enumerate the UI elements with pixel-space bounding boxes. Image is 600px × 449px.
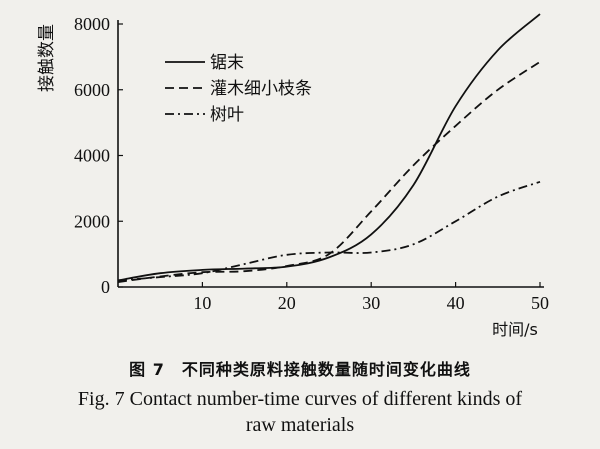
caption-english-line-1: Fig. 7 Contact number-time curves of dif…: [77, 388, 523, 410]
legend-label-2: 灌木细小枝条: [210, 79, 312, 99]
figure-caption-english: Fig. 7 Contact number-time curves of dif…: [20, 386, 580, 438]
series-line-2: [117, 61, 541, 283]
y-axis-label: 接触数量: [37, 24, 57, 92]
x-tick-label: 50: [531, 293, 549, 313]
figure-caption-chinese: 图 7 不同种类原料接触数量随时间变化曲线: [129, 360, 471, 379]
legend-label-1: 锯末: [210, 53, 244, 73]
y-tick-label: 0: [101, 277, 110, 297]
tick-marks: [118, 23, 541, 288]
x-axis-label: 时间/s: [492, 320, 538, 339]
series-line-1: [117, 13, 541, 282]
axes: [117, 20, 544, 288]
x-tick-label: 10: [193, 293, 211, 313]
y-tick-label: 2000: [74, 211, 110, 231]
legend-label-3: 树叶: [210, 105, 244, 125]
x-tick-label: 30: [362, 293, 380, 313]
y-tick-label: 6000: [74, 80, 110, 100]
caption-english-line-2: raw materials: [245, 414, 355, 436]
y-tick-label: 8000: [74, 14, 110, 34]
series-line-3: [117, 180, 541, 282]
series-lines: [117, 13, 541, 283]
x-tick-label: 40: [447, 293, 465, 313]
tick-labels: 10 20 30 40 50 0 2000 4000 6000 8000: [74, 14, 549, 313]
x-tick-label: 20: [278, 293, 296, 313]
y-tick-label: 4000: [74, 146, 110, 166]
